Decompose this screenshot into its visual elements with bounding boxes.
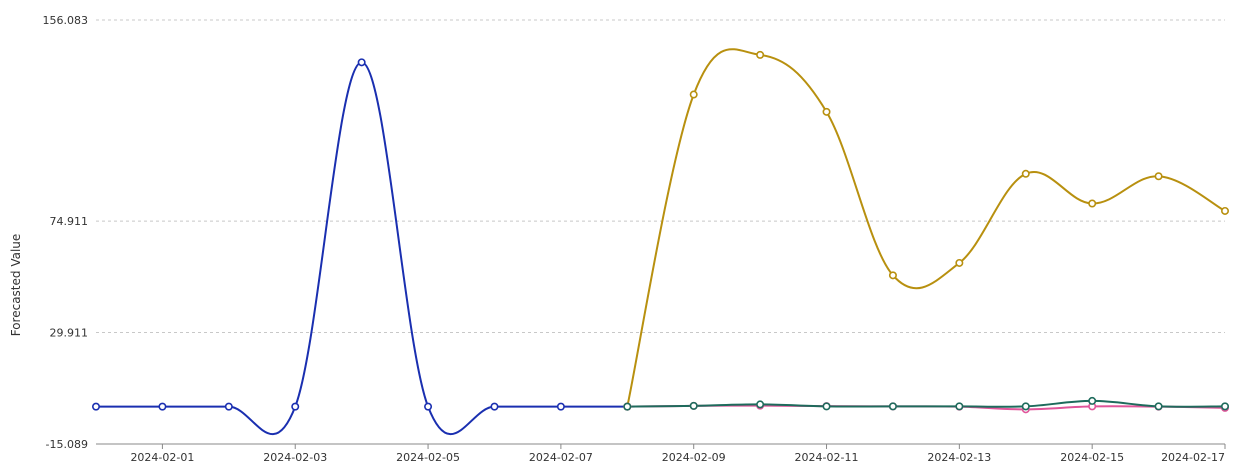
x-tick-label: 2024-02-03: [263, 451, 327, 464]
data-point[interactable]: [92, 402, 101, 411]
data-point[interactable]: [822, 107, 831, 116]
y-axis-title: Forecasted Value: [9, 234, 23, 337]
data-point[interactable]: [888, 402, 897, 411]
data-point[interactable]: [1021, 402, 1030, 411]
x-tick-label: 2024-02-15: [1060, 451, 1124, 464]
series-line-4: [627, 399, 1226, 408]
x-tick-label: 2024-02-17: [1161, 451, 1225, 464]
data-point[interactable]: [291, 402, 300, 411]
series-line-1: [95, 61, 628, 436]
data-point[interactable]: [955, 402, 964, 411]
data-point[interactable]: [822, 402, 831, 411]
x-tick-label: 2024-02-07: [529, 451, 593, 464]
data-point[interactable]: [556, 402, 565, 411]
data-point[interactable]: [689, 401, 698, 410]
y-tick-label: 29.911: [50, 327, 89, 340]
data-point[interactable]: [1154, 402, 1163, 411]
data-point[interactable]: [1221, 402, 1230, 411]
y-tick-label: 156.083: [43, 14, 89, 27]
data-point[interactable]: [1088, 199, 1097, 208]
data-point[interactable]: [1021, 169, 1030, 178]
series-points: [92, 50, 1230, 414]
series-lines: [95, 48, 1226, 436]
data-point[interactable]: [756, 400, 765, 409]
x-axis-ticks: 2024-02-01 2024-02-03 2024-02-05 2024-02-07…: [130, 444, 1226, 464]
x-tick-label: 2024-02-01: [130, 451, 194, 464]
data-point[interactable]: [1088, 396, 1097, 405]
data-point[interactable]: [1221, 206, 1230, 215]
x-tick-label: 2024-02-11: [795, 451, 859, 464]
data-point[interactable]: [689, 90, 698, 99]
y-axis-ticks: 156.083 74.911 29.911 -15.089: [43, 14, 89, 451]
data-point[interactable]: [623, 402, 632, 411]
data-point[interactable]: [224, 402, 233, 411]
series-line-2: [626, 48, 1226, 407]
data-point[interactable]: [490, 402, 499, 411]
x-tick-label: 2024-02-09: [662, 451, 726, 464]
grid-lines: [96, 19, 1225, 334]
data-point[interactable]: [756, 50, 765, 59]
y-tick-label: 74.911: [50, 215, 89, 228]
data-point[interactable]: [424, 402, 433, 411]
x-tick-label: 2024-02-05: [396, 451, 460, 464]
data-point[interactable]: [888, 271, 897, 280]
y-tick-label: -15.089: [46, 438, 88, 451]
data-point[interactable]: [1154, 172, 1163, 181]
x-tick-label: 2024-02-13: [927, 451, 991, 464]
data-point[interactable]: [158, 402, 167, 411]
data-point[interactable]: [955, 258, 964, 267]
data-point[interactable]: [357, 58, 366, 67]
